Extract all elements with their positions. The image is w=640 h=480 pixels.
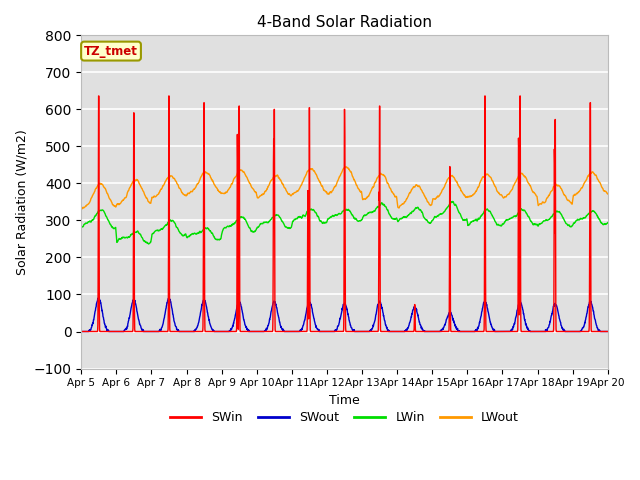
Line: LWin: LWin — [81, 202, 608, 244]
Y-axis label: Solar Radiation (W/m2): Solar Radiation (W/m2) — [15, 129, 28, 275]
SWin — [371, 329, 379, 335]
SWout — [165, 295, 173, 300]
LWout — [572, 191, 580, 197]
SWout — [371, 317, 379, 323]
Title: 4-Band Solar Radiation: 4-Band Solar Radiation — [257, 15, 432, 30]
LWin — [371, 208, 379, 214]
Legend: SWin, SWout, LWin, LWout: SWin, SWout, LWin, LWout — [165, 406, 524, 429]
LWout — [558, 186, 566, 192]
SWin — [360, 329, 367, 335]
LWin — [604, 220, 612, 226]
SWout — [497, 329, 505, 335]
SWout — [360, 329, 367, 335]
LWin — [360, 213, 367, 219]
Text: TZ_tmet: TZ_tmet — [84, 45, 138, 58]
LWout — [225, 187, 232, 193]
LWin — [145, 241, 152, 247]
LWout — [360, 196, 368, 202]
LWin — [449, 199, 456, 204]
SWin — [77, 329, 85, 335]
SWin — [95, 93, 102, 99]
SWin — [572, 329, 580, 335]
LWout — [498, 192, 506, 198]
LWin — [572, 217, 580, 223]
LWout — [372, 180, 380, 185]
LWin — [498, 223, 506, 228]
LWout — [604, 191, 612, 197]
SWin — [225, 329, 232, 335]
SWin — [497, 329, 505, 335]
SWout — [77, 329, 85, 335]
LWout — [342, 164, 349, 169]
SWin — [557, 329, 565, 335]
SWout — [604, 329, 612, 335]
LWin — [77, 224, 85, 229]
SWout — [572, 329, 580, 335]
LWin — [225, 224, 232, 229]
Line: SWin: SWin — [81, 96, 608, 332]
Line: SWout: SWout — [81, 298, 608, 332]
Line: LWout: LWout — [81, 167, 608, 209]
SWout — [225, 329, 232, 335]
LWout — [78, 206, 86, 212]
LWout — [77, 206, 85, 212]
X-axis label: Time: Time — [329, 394, 360, 407]
LWin — [558, 212, 566, 218]
SWin — [604, 329, 612, 335]
SWout — [557, 323, 565, 329]
